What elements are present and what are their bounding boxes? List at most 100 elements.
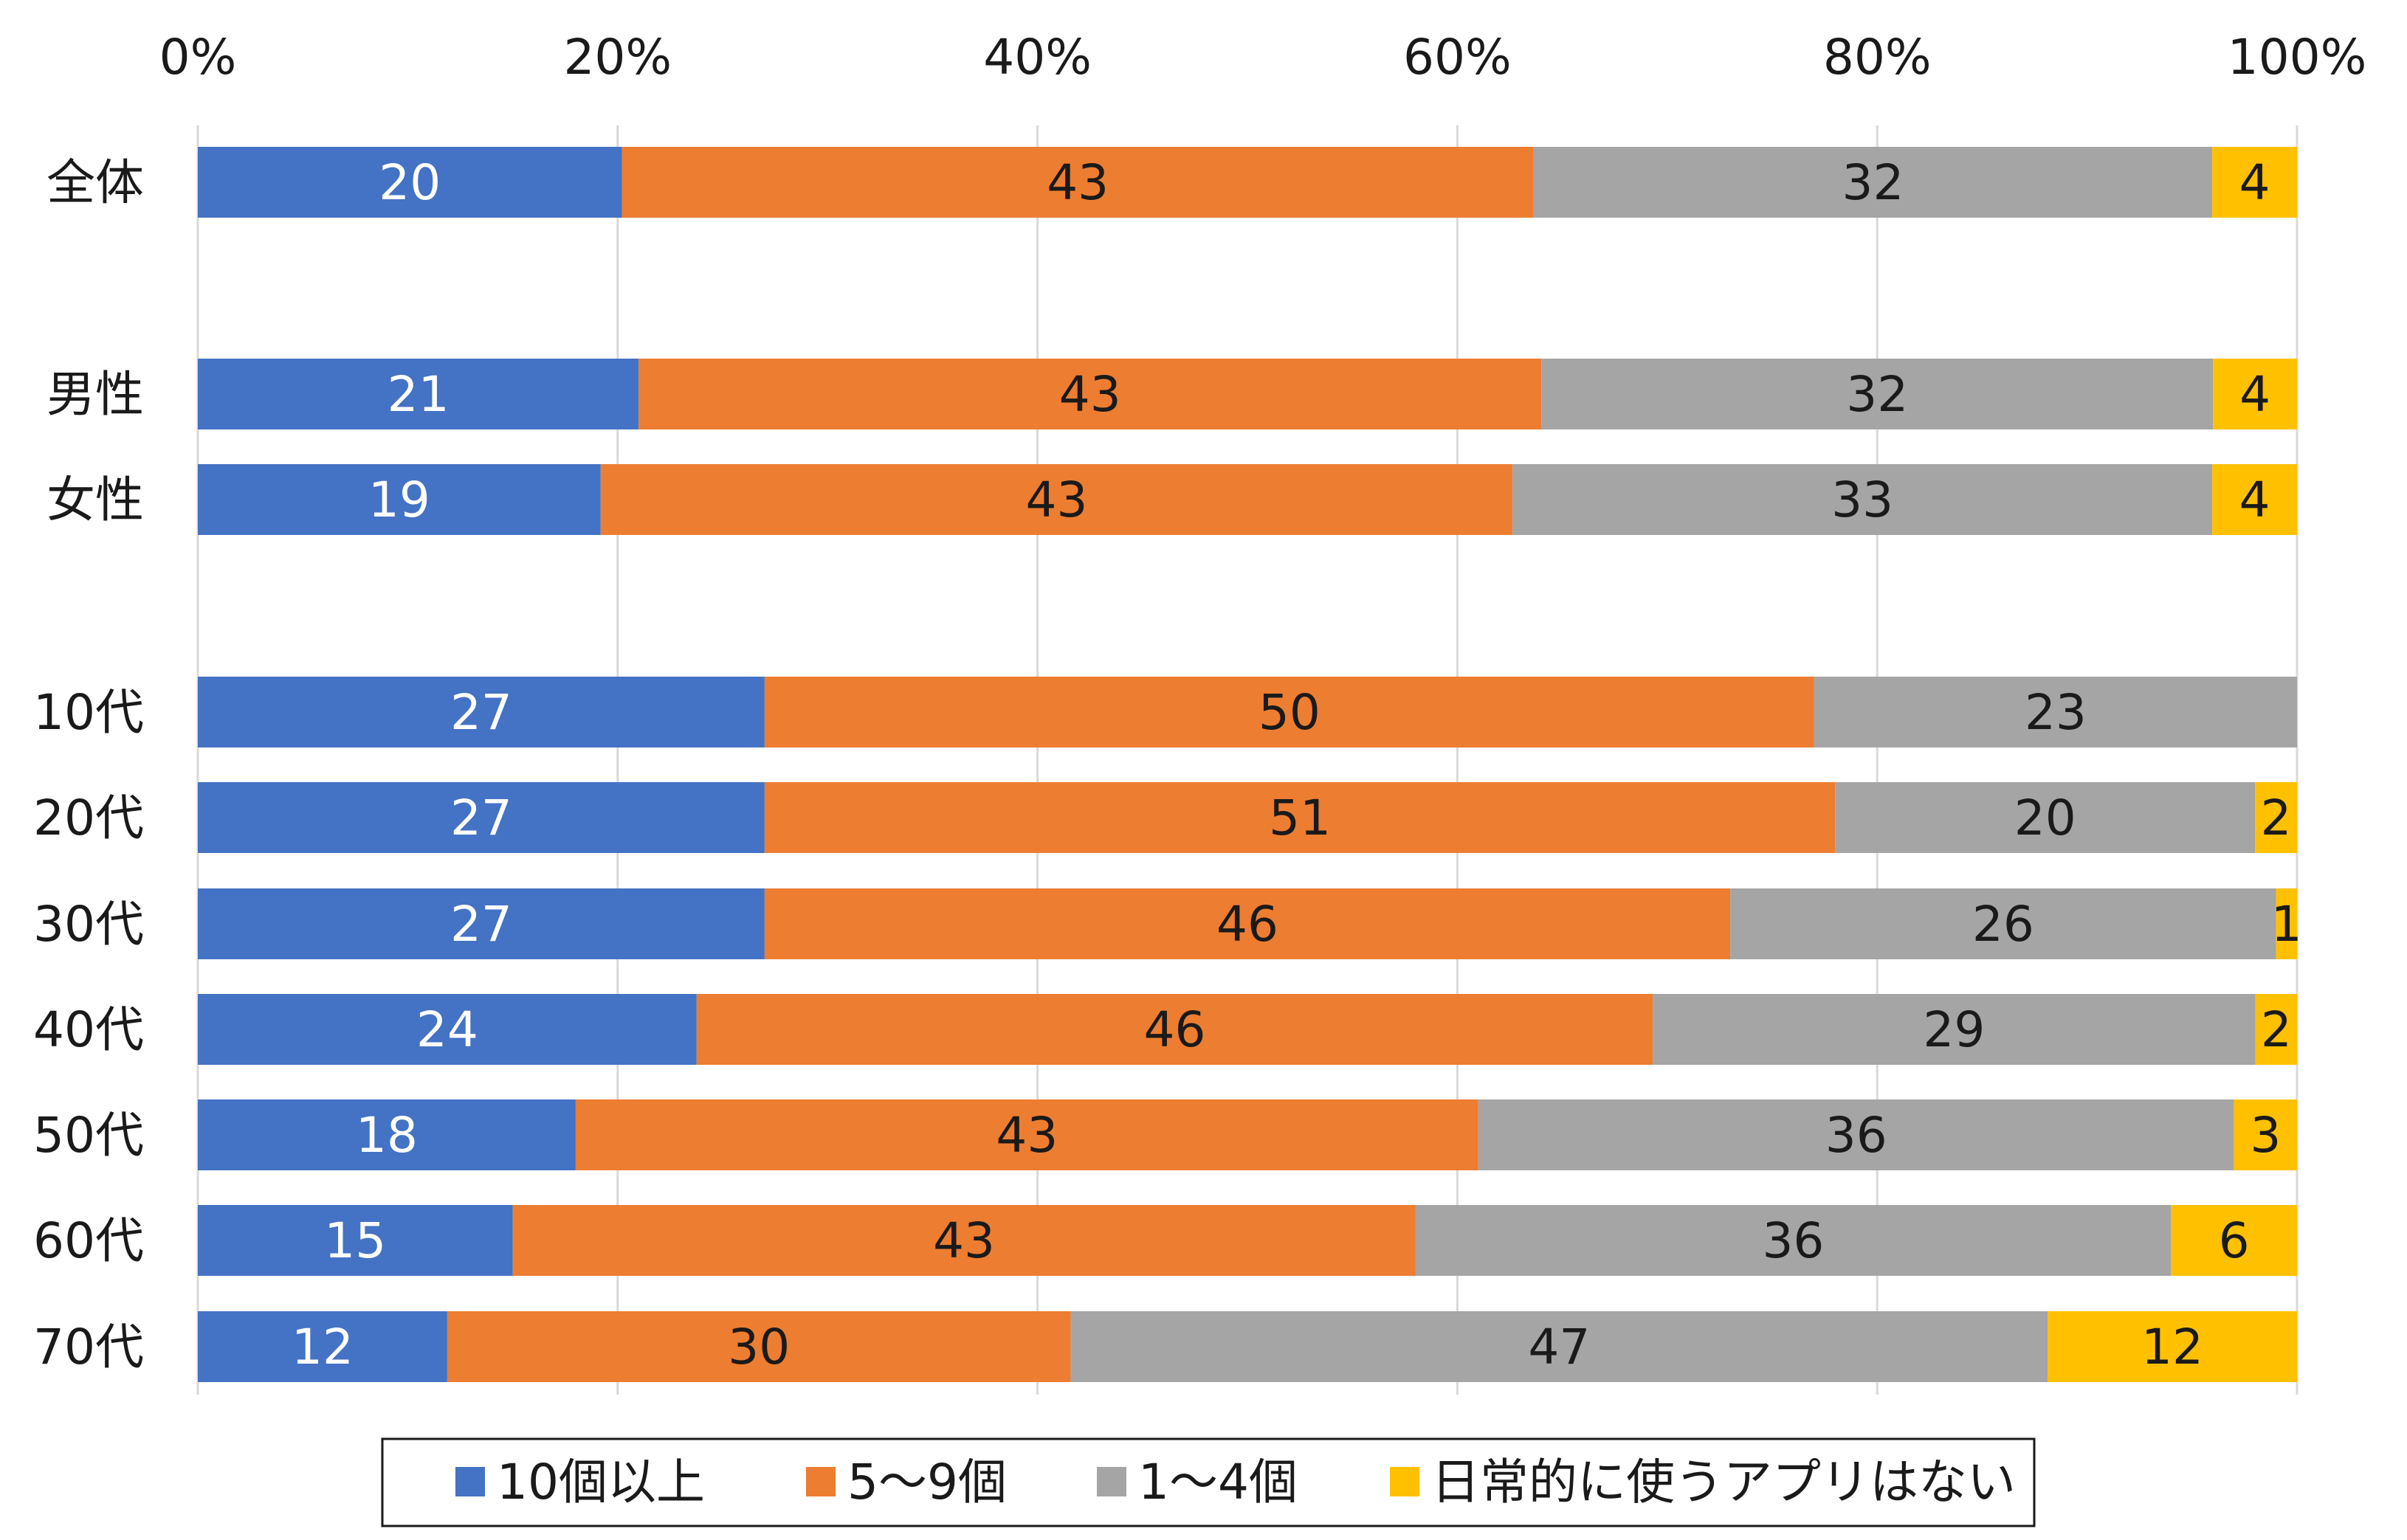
- bar-segment: [1730, 888, 2276, 959]
- data-label: 36: [1825, 1107, 1887, 1164]
- x-tick-label: 40%: [983, 29, 1092, 86]
- data-label: 27: [450, 684, 512, 741]
- category-label: 40代: [33, 1001, 144, 1058]
- bar-segment: [447, 1311, 1071, 1382]
- category-label: 60代: [33, 1212, 144, 1269]
- gridlines: [196, 125, 2298, 1395]
- bar-segment: [621, 147, 1534, 218]
- data-label: 47: [1528, 1319, 1590, 1375]
- data-label: 6: [2219, 1212, 2250, 1269]
- bar-segment: [2255, 782, 2297, 853]
- legend-label: 日常的に使うアプリはない: [1431, 1454, 2016, 1510]
- bar-segment: [2234, 1099, 2297, 1170]
- legend-swatch: [1390, 1467, 1419, 1496]
- bar-segment: [1478, 1099, 2234, 1170]
- bar-segment: [2213, 359, 2297, 429]
- x-tick-label: 0%: [159, 29, 237, 86]
- data-label: 43: [1025, 472, 1087, 528]
- bar-segment: [1814, 677, 2297, 747]
- bar-segment: [764, 677, 1814, 747]
- data-label: 20: [379, 154, 441, 211]
- data-label: 32: [1842, 154, 1904, 211]
- bar-segment: [696, 994, 1653, 1065]
- category-label: 女性: [47, 472, 144, 528]
- bar-segment: [198, 359, 639, 429]
- data-label: 18: [356, 1107, 418, 1164]
- data-label: 33: [1831, 472, 1893, 528]
- data-label: 24: [416, 1001, 478, 1058]
- bar-segment: [1512, 464, 2213, 535]
- x-tick-label: 20%: [563, 29, 672, 86]
- data-label: 29: [1923, 1001, 1985, 1058]
- category-label: 20代: [33, 790, 144, 846]
- data-label: 4: [2239, 366, 2270, 423]
- data-label: 50: [1258, 684, 1320, 741]
- legend-swatch: [455, 1467, 485, 1496]
- bar-segment: [1835, 782, 2256, 853]
- category-label: 10代: [33, 684, 144, 741]
- bar-segment: [1541, 359, 2214, 429]
- bar-segment: [575, 1099, 1478, 1170]
- category-label: 50代: [33, 1107, 144, 1164]
- data-label: 43: [1059, 366, 1121, 423]
- bar-segment: [198, 782, 765, 853]
- data-label: 46: [1143, 1001, 1205, 1058]
- data-label: 36: [1762, 1212, 1824, 1269]
- legend-label: 5〜9個: [847, 1454, 1007, 1510]
- data-label: 27: [450, 896, 512, 953]
- bar-segment: [764, 888, 1731, 959]
- data-label: 12: [292, 1319, 354, 1375]
- bar-segment: [198, 994, 697, 1065]
- bar-segment: [1415, 1205, 2172, 1276]
- data-label: 23: [2025, 684, 2087, 741]
- legend-swatch: [1097, 1467, 1126, 1496]
- bar-segment: [198, 888, 765, 959]
- bar-segment: [1070, 1311, 2048, 1382]
- data-label: 3: [2250, 1107, 2281, 1164]
- legend-label: 10個以上: [497, 1454, 705, 1510]
- legend-swatch: [806, 1467, 836, 1496]
- bar-segment: [1653, 994, 2256, 1065]
- bar-segment: [198, 677, 765, 747]
- data-label: 30: [728, 1319, 790, 1375]
- data-label: 15: [324, 1212, 386, 1269]
- bar-segment: [198, 1205, 513, 1276]
- category-label: 全体: [47, 154, 144, 211]
- data-label: 4: [2239, 154, 2270, 211]
- legend: 10個以上 5〜9個 1〜4個 日常的に使うアプリはない: [381, 1437, 2036, 1527]
- bar-segment: [1533, 147, 2213, 218]
- data-label: 43: [1047, 154, 1109, 211]
- bar-segment: [600, 464, 1513, 535]
- legend-label: 1〜4個: [1138, 1454, 1298, 1510]
- data-label: 46: [1216, 896, 1278, 953]
- bar-segment: [764, 782, 1836, 853]
- bar-segment: [198, 147, 622, 218]
- bar-segment: [2276, 888, 2297, 959]
- bar-segment: [2048, 1311, 2297, 1382]
- x-tick-label: 100%: [2228, 29, 2367, 86]
- data-label: 4: [2239, 472, 2270, 528]
- data-label: 26: [1972, 896, 2034, 953]
- bar-segment: [198, 1311, 447, 1382]
- category-label: 70代: [33, 1319, 144, 1375]
- bar-segment: [2171, 1205, 2297, 1276]
- data-label: 2: [2261, 790, 2292, 846]
- data-label: 20: [2014, 790, 2076, 846]
- bar-segment: [198, 464, 601, 535]
- data-label: 32: [1846, 366, 1908, 423]
- bar-segment: [2212, 147, 2297, 218]
- legend-box: [381, 1437, 2036, 1527]
- x-tick-label: 60%: [1403, 29, 1512, 86]
- bar-segment: [512, 1205, 1416, 1276]
- category-label: 30代: [33, 896, 144, 953]
- bar-segment: [2255, 994, 2297, 1065]
- data-label: 27: [450, 790, 512, 846]
- bar-segment: [638, 359, 1542, 429]
- data-label: 51: [1269, 790, 1331, 846]
- data-label: 43: [933, 1212, 995, 1269]
- data-label: 19: [368, 472, 430, 528]
